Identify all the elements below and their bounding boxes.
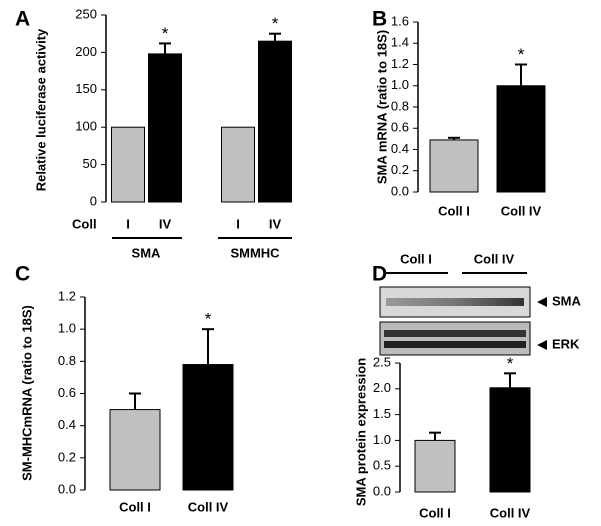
y-tick-label: 1.6	[391, 13, 409, 28]
panel-label: D	[372, 263, 387, 286]
bar	[496, 85, 546, 193]
bar	[414, 439, 456, 493]
error-bar	[269, 32, 281, 42]
error-bar	[202, 328, 214, 365]
y-tick-label: 0.0	[391, 183, 409, 198]
y-tick-label: 0.4	[58, 417, 76, 432]
bar	[109, 409, 161, 491]
blot-row-label: ERK	[552, 336, 580, 351]
x-tick-label: Coll I	[419, 505, 451, 520]
y-axis-label: Relative luciferase activity	[33, 28, 48, 191]
x-tick-label: I	[236, 216, 240, 231]
y-tick-label: 100	[75, 119, 97, 134]
blot-band	[386, 298, 524, 306]
y-tick-label: 1.0	[58, 321, 76, 336]
y-tick-label: 0.8	[391, 98, 409, 113]
panel-label: A	[15, 8, 30, 31]
error-bar	[504, 372, 516, 388]
significance: *	[272, 14, 279, 33]
blot-band	[384, 341, 526, 348]
error-bar	[515, 63, 527, 86]
y-tick-label: 1.2	[391, 56, 409, 71]
y-axis-label: SMA mRNA (ratio to 18S)	[374, 30, 389, 184]
y-tick-label: 0.4	[391, 141, 409, 156]
error-bar	[159, 42, 171, 54]
y-tick-label: 2.0	[373, 380, 391, 395]
x-tick-label: Coll IV	[501, 203, 542, 218]
x-tick-label: Coll I	[438, 203, 470, 218]
group-label: SMA	[132, 245, 162, 260]
y-tick-label: 1.0	[391, 77, 409, 92]
y-tick-label: 0.0	[373, 483, 391, 498]
error-bar	[129, 392, 141, 410]
arrow	[537, 297, 547, 307]
x-tick-label: IV	[159, 216, 172, 231]
x-tick-label: IV	[269, 216, 282, 231]
x-tick-label: Coll IV	[490, 505, 531, 520]
y-tick-label: 0.8	[58, 353, 76, 368]
y-tick-label: 0.5	[373, 458, 391, 473]
y-tick-label: 1.4	[391, 35, 409, 50]
y-tick-label: 0	[90, 193, 97, 208]
y-tick-label: 2.5	[373, 354, 391, 369]
error-bar	[429, 431, 441, 441]
y-tick-label: 50	[83, 156, 97, 171]
y-axis-label: SM-MHCmRNA (ratio to 18S)	[19, 305, 34, 481]
bar	[429, 139, 479, 193]
y-tick-label: 250	[75, 6, 97, 21]
x-tick-label: Coll I	[119, 499, 151, 514]
y-tick-label: 0.0	[58, 481, 76, 496]
y-tick-label: 1.0	[373, 432, 391, 447]
x-tick-label: I	[126, 216, 130, 231]
bar	[258, 40, 292, 203]
y-tick-label: 1.2	[58, 288, 76, 303]
x-axis-title: Coll	[72, 216, 97, 231]
y-tick-label: 0.6	[391, 120, 409, 135]
y-tick-label: 0.2	[391, 162, 409, 177]
bar	[111, 126, 145, 203]
y-tick-label: 200	[75, 44, 97, 59]
group-label: SMMHC	[230, 245, 280, 260]
blot-row-label: SMA	[552, 293, 582, 308]
significance: *	[507, 354, 514, 373]
x-tick-label: Coll IV	[188, 499, 229, 514]
y-tick-label: 0.2	[58, 449, 76, 464]
blot-band	[384, 330, 526, 337]
error-bar	[448, 136, 460, 140]
bar	[489, 387, 531, 493]
panel-label: C	[15, 263, 30, 286]
blot-group-label: Coll IV	[474, 251, 515, 266]
y-tick-label: 150	[75, 81, 97, 96]
significance: *	[518, 45, 525, 64]
significance: *	[205, 310, 212, 329]
y-axis-label: SMA protein expression	[353, 358, 368, 506]
significance: *	[162, 24, 169, 43]
panel-label: B	[372, 8, 387, 31]
arrow	[537, 340, 547, 350]
y-tick-label: 1.5	[373, 406, 391, 421]
y-tick-label: 0.6	[58, 385, 76, 400]
bar	[221, 126, 255, 203]
bar	[182, 364, 234, 491]
blot-group-label: Coll I	[400, 251, 432, 266]
blot-erk	[379, 321, 531, 356]
bar	[148, 53, 182, 203]
